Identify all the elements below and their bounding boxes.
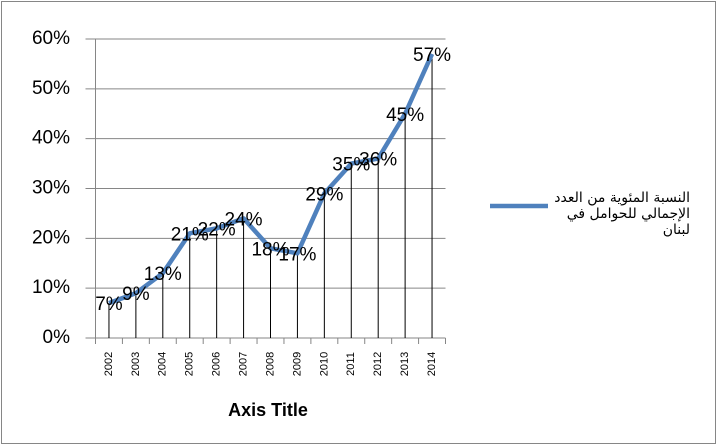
data-label: 57% xyxy=(413,45,451,66)
data-label: 35% xyxy=(332,155,370,176)
x-tick-label: 2004 xyxy=(157,352,169,376)
data-label: 17% xyxy=(278,244,316,265)
x-tick-label: 2010 xyxy=(318,352,330,376)
x-axis-title: Axis Title xyxy=(228,400,308,420)
series-line xyxy=(108,53,435,306)
y-tick-label: 30% xyxy=(32,178,70,199)
x-tick-label: 2005 xyxy=(184,352,196,376)
data-label: 21% xyxy=(171,224,209,245)
x-tick-label: 2013 xyxy=(399,352,411,376)
x-tick-label: 2014 xyxy=(426,352,438,376)
data-label: 24% xyxy=(225,209,263,230)
y-tick-label: 20% xyxy=(32,227,70,248)
x-tick-label: 2012 xyxy=(372,352,384,376)
y-tick-label: 10% xyxy=(32,277,70,298)
data-label: 13% xyxy=(144,264,182,285)
x-tick-label: 2006 xyxy=(211,352,223,376)
data-label: 29% xyxy=(305,184,343,205)
y-tick-label: 60% xyxy=(32,28,70,49)
x-tick-label: 2007 xyxy=(237,352,249,376)
y-tick-label: 50% xyxy=(32,78,70,99)
x-tick-label: 2011 xyxy=(345,352,357,376)
data-label: 36% xyxy=(359,150,397,171)
x-tick-label: 2009 xyxy=(291,352,303,376)
legend-label: النسبة المئوية من العدد الإجمالي للحوامل… xyxy=(554,190,690,238)
data-label: 7% xyxy=(95,294,123,315)
x-tick-label: 2003 xyxy=(130,352,142,376)
y-tick-label: 0% xyxy=(43,327,71,348)
data-label: 18% xyxy=(251,239,289,260)
x-tick-label: 2008 xyxy=(264,352,276,376)
data-label: 9% xyxy=(122,284,150,305)
x-tick-label: 2002 xyxy=(103,352,115,376)
y-tick-label: 40% xyxy=(32,128,70,149)
data-label: 22% xyxy=(198,219,236,240)
data-label: 45% xyxy=(386,105,424,126)
